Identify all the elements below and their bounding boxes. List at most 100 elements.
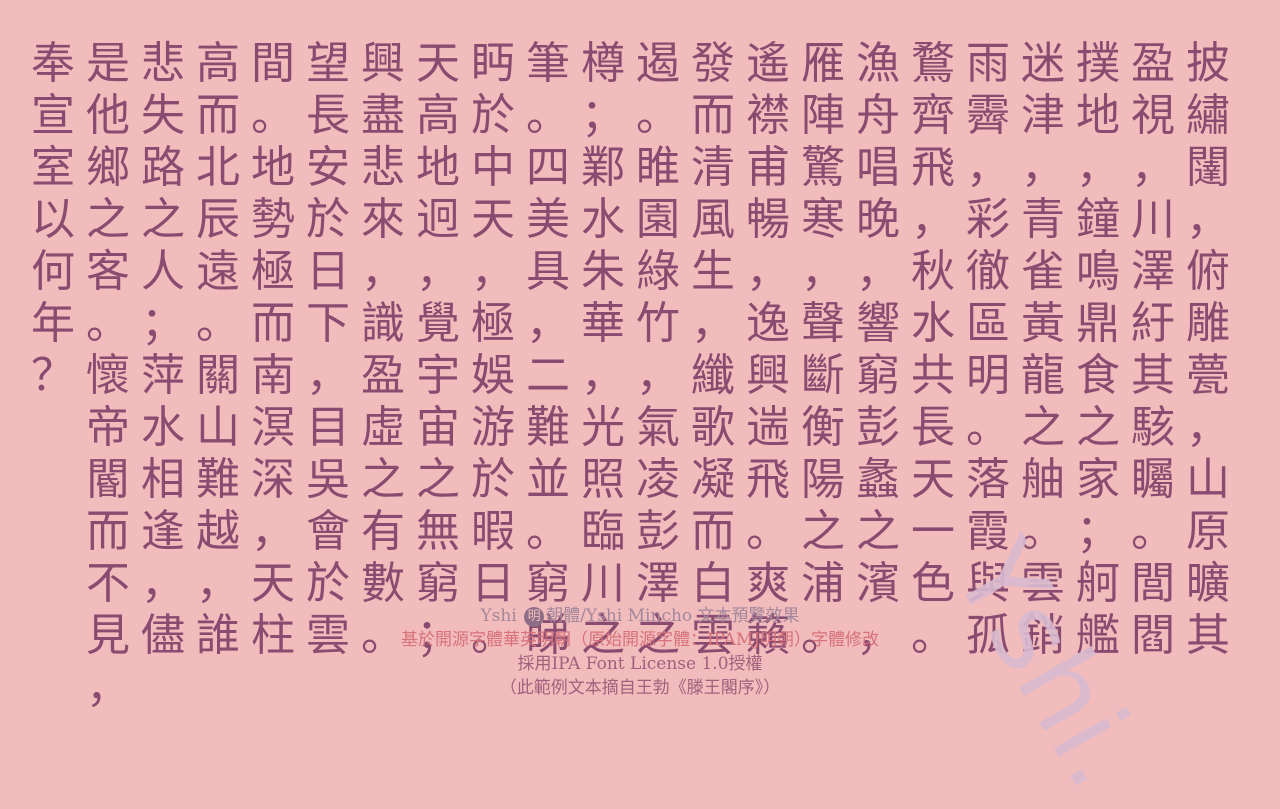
- text-char: 鶩: [911, 38, 955, 89]
- text-char: ；: [416, 610, 460, 661]
- text-char: 閽: [86, 454, 130, 505]
- text-char: 澤: [636, 558, 680, 609]
- text-char: 驚: [801, 142, 845, 193]
- text-char: ，: [746, 246, 790, 297]
- text-char: 鐘: [1076, 194, 1120, 245]
- text-char: 盈: [1131, 38, 1175, 89]
- text-char: 之: [581, 610, 625, 661]
- text-char: 視: [1131, 90, 1175, 141]
- text-char: ，: [1186, 402, 1230, 453]
- text-char: ，: [306, 350, 350, 401]
- text-char: 甍: [1186, 350, 1230, 401]
- text-char: 地: [416, 142, 460, 193]
- text-char: 鳴: [1076, 246, 1120, 297]
- text-char: ，: [911, 194, 955, 245]
- text-char: 宙: [416, 402, 460, 453]
- text-column: 悲失路之人；萍水相逢，儘: [139, 40, 187, 660]
- text-char: 奉: [31, 38, 75, 89]
- text-char: ，: [1131, 142, 1175, 193]
- text-char: 一: [911, 506, 955, 557]
- text-char: 秋: [911, 246, 955, 297]
- text-char: 而: [691, 90, 735, 141]
- text-char: 數: [361, 558, 405, 609]
- text-char: 遄: [746, 402, 790, 453]
- text-char: 悲: [361, 142, 405, 193]
- text-char: 盈: [361, 350, 405, 401]
- text-char: 濱: [856, 558, 900, 609]
- text-char: 甫: [746, 142, 790, 193]
- text-char: 於: [471, 454, 515, 505]
- text-char: 。: [471, 610, 515, 661]
- text-char: 暢: [746, 194, 790, 245]
- ming-badge-icon: 明: [524, 606, 545, 627]
- text-char: 食: [1076, 350, 1120, 401]
- footer-line-1: Yshi 明朝體/Yshi Mincho 文本預覽效果: [0, 604, 1280, 628]
- text-char: 人: [141, 246, 185, 297]
- text-column: 望長安於日下，目吳會於雲: [304, 40, 352, 660]
- text-char: 。: [966, 402, 1010, 453]
- text-char: 清: [691, 142, 735, 193]
- text-char: 宇: [416, 350, 460, 401]
- text-char: 越: [196, 506, 240, 557]
- text-char: 彭: [856, 402, 900, 453]
- text-char: 黃: [1021, 298, 1065, 349]
- text-char: 闥: [1186, 142, 1230, 193]
- text-char: 天: [416, 38, 460, 89]
- text-char: 日: [306, 246, 350, 297]
- text-char: 南: [251, 350, 295, 401]
- text-char: 龍: [1021, 350, 1065, 401]
- text-char: 發: [691, 38, 735, 89]
- text-char: 彭: [636, 506, 680, 557]
- text-char: 水: [581, 194, 625, 245]
- text-char: 室: [31, 142, 75, 193]
- text-char: 飛: [746, 454, 790, 505]
- text-char: 而: [251, 298, 295, 349]
- footer-line-2: 基於開源字體華英明朝（原始開源字體：IPAMJ明朝）字體修改: [400, 630, 880, 650]
- text-char: 雲: [1021, 558, 1065, 609]
- text-char: ，: [526, 298, 570, 349]
- text-char: ；: [581, 90, 625, 141]
- text-char: 娛: [471, 350, 515, 401]
- text-char: 撲: [1076, 38, 1120, 89]
- text-char: 勢: [251, 194, 295, 245]
- text-char: 日: [471, 558, 515, 609]
- text-char: 齊: [911, 90, 955, 141]
- text-char: 高: [196, 38, 240, 89]
- text-char: 於: [471, 90, 515, 141]
- text-char: 之: [856, 506, 900, 557]
- text-char: ，: [141, 558, 185, 609]
- text-char: 舳: [1021, 454, 1065, 505]
- text-char: 鼎: [1076, 298, 1120, 349]
- text-char: 。: [361, 610, 405, 661]
- text-char: 窮: [526, 558, 570, 609]
- text-char: 是: [86, 38, 130, 89]
- text-char: 盡: [361, 90, 405, 141]
- text-char: 客: [86, 246, 130, 297]
- text-char: ，: [801, 246, 845, 297]
- text-char: 美: [526, 194, 570, 245]
- text-char: 窮: [856, 350, 900, 401]
- text-char: 地: [1076, 90, 1120, 141]
- text-char: 原: [1186, 506, 1230, 557]
- text-char: 響: [856, 298, 900, 349]
- text-char: 路: [141, 142, 185, 193]
- text-char: 晚: [856, 194, 900, 245]
- text-char: 駭: [1131, 402, 1175, 453]
- text-char: 。: [1131, 506, 1175, 557]
- text-char: 霞: [966, 506, 1010, 557]
- text-char: 津: [1021, 90, 1065, 141]
- text-char: 華: [581, 298, 625, 349]
- text-char: 之: [86, 194, 130, 245]
- text-char: 山: [196, 402, 240, 453]
- text-char: 下: [306, 298, 350, 349]
- text-char: 艦: [1076, 610, 1120, 661]
- text-char: 目: [306, 402, 350, 453]
- text-char: 水: [141, 402, 185, 453]
- text-char: 逸: [746, 298, 790, 349]
- text-char: 俯: [1186, 246, 1230, 297]
- text-char: 家: [1076, 454, 1120, 505]
- text-char: 鄴: [581, 142, 625, 193]
- text-char: 銷: [1021, 610, 1065, 661]
- text-char: 之: [1076, 402, 1120, 453]
- text-char: 園: [636, 194, 680, 245]
